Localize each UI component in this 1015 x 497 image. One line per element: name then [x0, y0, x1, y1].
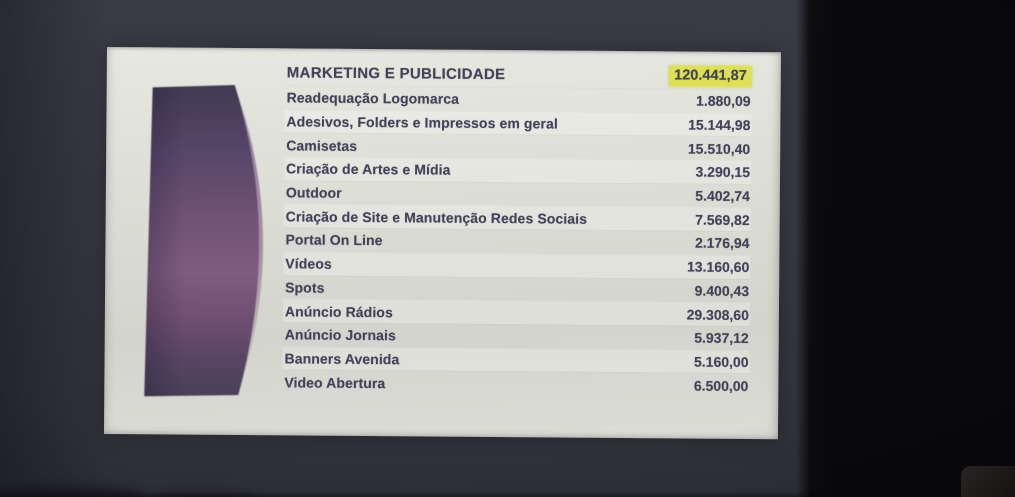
row-value: 7.569,82: [695, 211, 750, 228]
row-label: Readequação Logomarca: [286, 89, 460, 108]
audience-silhouette: [150, 490, 260, 497]
decorative-curved-shape: [140, 84, 264, 397]
row-label: Vídeos: [285, 255, 332, 272]
left-shade: [0, 0, 110, 497]
row-value: 3.290,15: [695, 164, 751, 181]
audience-silhouette: [0, 485, 146, 497]
row-label: Portal On Line: [285, 231, 383, 249]
row-value: 2.176,94: [694, 235, 750, 252]
total-highlight: 120.441,87: [669, 64, 752, 87]
bottom-edge-shadow: [0, 491, 820, 497]
corner-object: [961, 466, 1015, 497]
table-row: Banners Avenida 5.160,00: [282, 345, 750, 374]
row-label: Anúncio Jornais: [284, 326, 396, 344]
projection-slide: MARKETING E PUBLICIDADE 120.441,87 Reade…: [103, 47, 781, 440]
row-value: 1.880,09: [696, 92, 751, 110]
expense-table: MARKETING E PUBLICIDADE 120.441,87 Reade…: [282, 59, 752, 397]
total-value: 120.441,87: [674, 66, 747, 84]
row-value: 5.402,74: [695, 187, 750, 205]
row-value: 6.500,00: [693, 377, 749, 394]
row-label: Spots: [285, 279, 325, 296]
row-value: 13.160,60: [686, 258, 750, 276]
row-label: Video Abertura: [284, 373, 386, 391]
row-value: 5.937,12: [694, 329, 749, 347]
row-value: 5.160,00: [693, 353, 749, 370]
right-dark-shadow: [796, 0, 1015, 497]
table-header-row: MARKETING E PUBLICIDADE 120.441,87: [285, 59, 752, 89]
row-label: Criação de Artes e Mídia: [285, 160, 451, 179]
row-label: Anúncio Rádios: [284, 302, 393, 320]
curved-shape-graphic: [144, 85, 263, 397]
table-title: MARKETING E PUBLICIDADE: [286, 63, 506, 83]
row-value: 9.400,43: [694, 282, 750, 299]
row-label: Adesivos, Folders e Impressos em geral: [286, 113, 558, 132]
row-label: Outdoor: [285, 184, 342, 201]
table-rows: Readequação Logomarca 1.880,09 Adesivos,…: [282, 85, 752, 397]
row-value: 29.308,60: [686, 306, 749, 323]
row-value: 15.510,40: [687, 140, 751, 157]
row-label: Criação de Site e Manutenção Redes Socia…: [285, 208, 588, 227]
row-label: Camisetas: [286, 137, 358, 154]
row-label: Banners Avenida: [284, 350, 400, 368]
table-row: Video Abertura 6.500,00: [282, 369, 750, 397]
row-value: 15.144,98: [688, 116, 751, 134]
